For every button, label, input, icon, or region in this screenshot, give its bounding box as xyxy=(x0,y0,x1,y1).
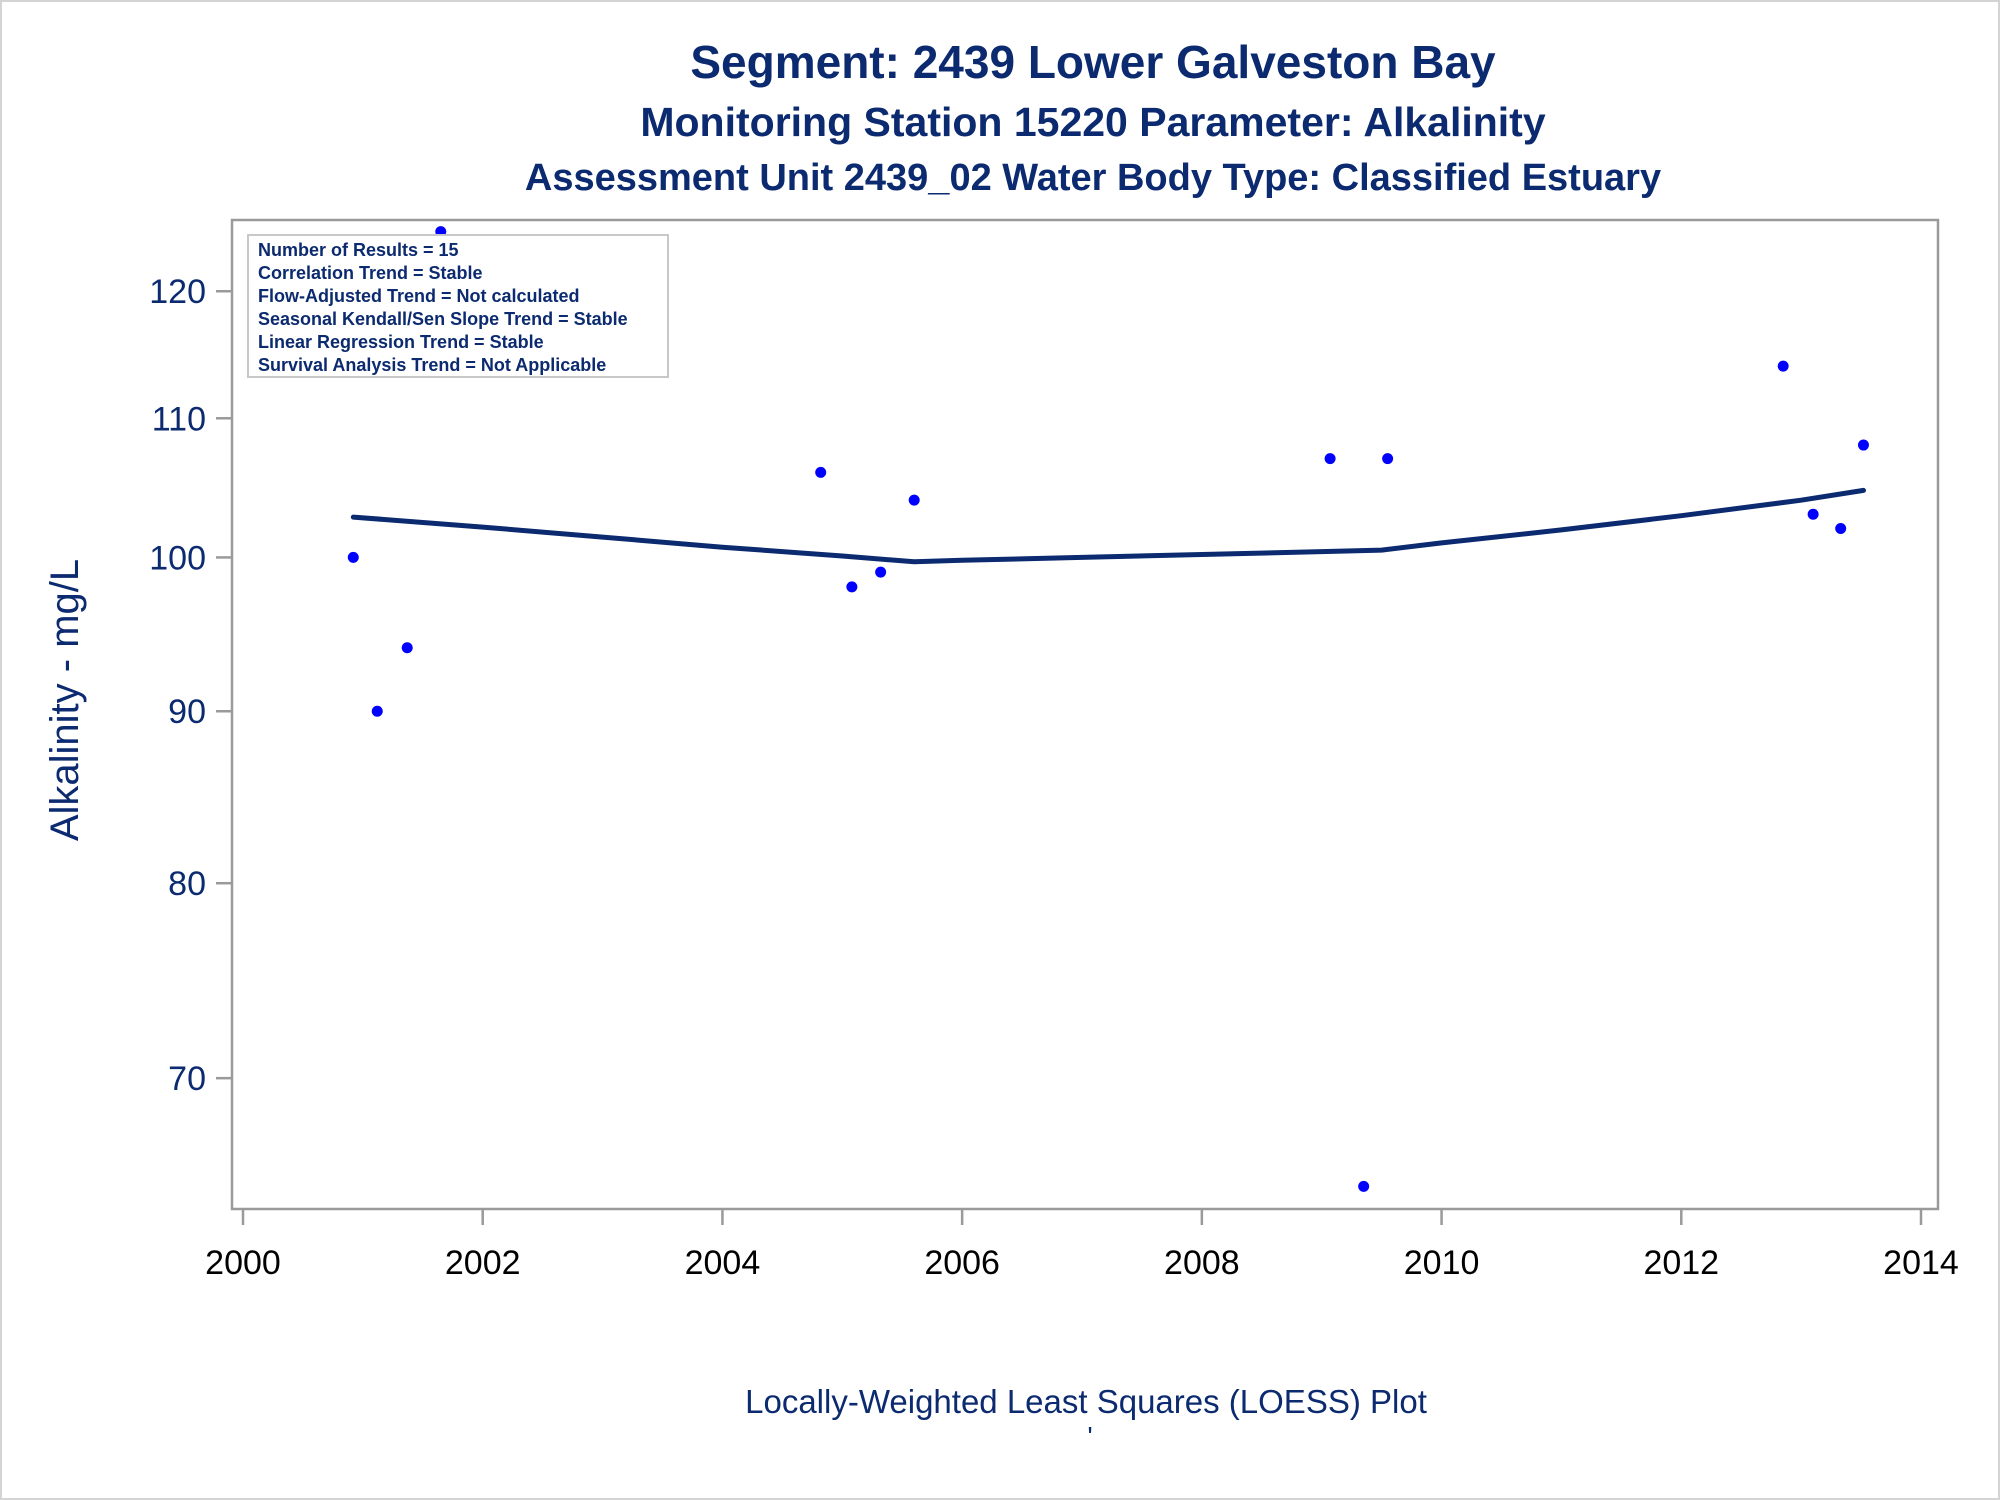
data-point xyxy=(1807,508,1819,520)
data-point xyxy=(347,551,359,563)
y-tick-label: 120 xyxy=(149,273,206,311)
y-tick-label: 90 xyxy=(168,693,206,731)
data-point xyxy=(815,466,827,478)
data-point xyxy=(1324,453,1336,465)
stats-line-linear-regression: Linear Regression Trend = Stable xyxy=(258,332,544,352)
x-tick-label: 2002 xyxy=(445,1244,521,1282)
data-point xyxy=(1777,360,1789,372)
footnote: ' xyxy=(1087,1421,1092,1452)
stats-line-flow-adjusted: Flow-Adjusted Trend = Not calculated xyxy=(258,286,580,306)
data-point xyxy=(908,494,920,506)
y-axis-label: Alkalinity - mg/L xyxy=(43,559,87,841)
data-point xyxy=(1358,1180,1370,1192)
chart-title: Segment: 2439 Lower Galveston Bay xyxy=(690,36,1496,88)
y-tick-label: 70 xyxy=(168,1060,206,1098)
data-point xyxy=(875,566,887,578)
loess-layer xyxy=(350,487,1866,565)
chart-subtitle: Monitoring Station 15220 Parameter: Alka… xyxy=(640,99,1545,145)
stats-line-survival: Survival Analysis Trend = Not Applicable xyxy=(258,355,606,375)
y-axis: 70 80 90 100 110 120 xyxy=(149,273,232,1098)
loess-line xyxy=(350,487,1866,565)
y-tick-label: 110 xyxy=(152,400,206,438)
x-tick-label: 2012 xyxy=(1643,1244,1719,1282)
x-axis-label: Locally-Weighted Least Squares (LOESS) P… xyxy=(745,1383,1427,1420)
x-tick-label: 2000 xyxy=(205,1244,281,1282)
y-tick-label: 100 xyxy=(149,539,206,577)
points-layer xyxy=(347,226,1869,1192)
x-tick-label: 2014 xyxy=(1883,1244,1959,1282)
stats-line-results: Number of Results = 15 xyxy=(258,240,459,260)
data-point xyxy=(1382,453,1394,465)
data-point xyxy=(1835,523,1847,535)
data-point xyxy=(401,642,413,654)
stats-line-seasonal-kendall: Seasonal Kendall/Sen Slope Trend = Stabl… xyxy=(258,309,628,329)
x-tick-label: 2008 xyxy=(1164,1244,1240,1282)
data-point xyxy=(371,705,383,717)
y-tick-label: 80 xyxy=(168,865,206,903)
data-point xyxy=(1857,439,1869,451)
x-tick-label: 2010 xyxy=(1404,1244,1480,1282)
stats-line-correlation: Correlation Trend = Stable xyxy=(258,263,483,283)
x-tick-label: 2004 xyxy=(685,1244,761,1282)
x-tick-label: 2006 xyxy=(924,1244,1000,1282)
stats-inset-box xyxy=(247,234,669,378)
stats-inset: Number of Results = 15 Correlation Trend… xyxy=(247,234,669,378)
x-axis: 2000 2002 2004 2006 2008 2010 2012 2014 xyxy=(205,1209,1959,1282)
chart-subtitle-2: Assessment Unit 2439_02 Water Body Type:… xyxy=(525,157,1661,199)
plot-area-border xyxy=(230,218,1940,1211)
data-point xyxy=(846,581,858,593)
